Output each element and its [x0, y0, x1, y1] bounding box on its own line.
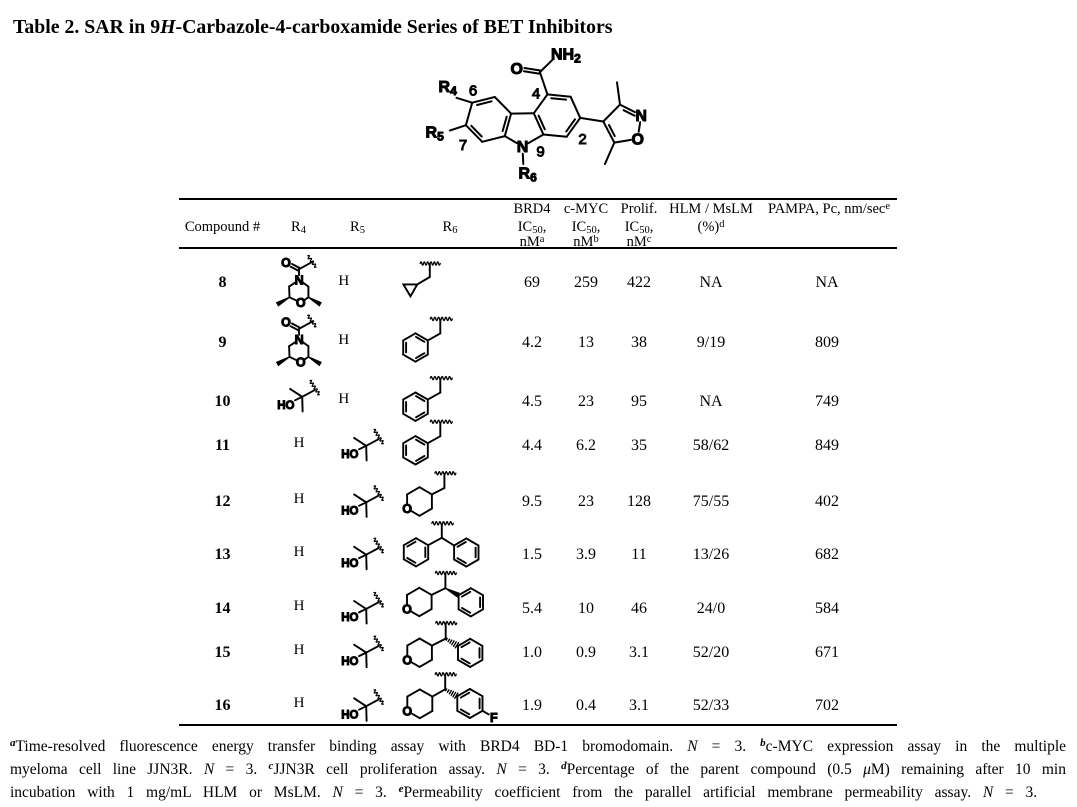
svg-text:O: O: [402, 653, 412, 667]
svg-text:O: O: [296, 356, 306, 370]
svg-text:O: O: [296, 296, 306, 310]
svg-text:6: 6: [469, 82, 477, 99]
svg-text:O: O: [281, 316, 291, 330]
svg-text:R5: R5: [426, 125, 445, 144]
svg-text:O: O: [510, 61, 522, 78]
svg-text:R4: R4: [439, 79, 458, 98]
svg-text:N: N: [517, 139, 529, 156]
svg-text:9: 9: [536, 143, 544, 160]
svg-text:2: 2: [578, 131, 586, 148]
svg-text:HO: HO: [341, 558, 358, 570]
svg-text:HO: HO: [341, 709, 358, 721]
svg-text:HO: HO: [341, 449, 358, 461]
svg-text:O: O: [631, 131, 643, 148]
svg-text:O: O: [402, 603, 412, 617]
svg-text:HO: HO: [341, 612, 358, 624]
svg-text:7: 7: [459, 137, 467, 154]
svg-text:N: N: [295, 273, 304, 287]
svg-text:F: F: [490, 711, 498, 725]
svg-text:O: O: [402, 705, 412, 719]
svg-text:NH2: NH2: [551, 47, 581, 66]
svg-text:O: O: [402, 502, 412, 516]
svg-text:N: N: [635, 108, 647, 125]
svg-text:HO: HO: [341, 656, 358, 668]
svg-text:O: O: [281, 256, 291, 270]
svg-text:R6: R6: [519, 166, 538, 185]
svg-text:HO: HO: [341, 506, 358, 518]
svg-text:N: N: [295, 333, 304, 347]
svg-text:4: 4: [532, 85, 540, 102]
svg-text:HO: HO: [277, 400, 294, 412]
